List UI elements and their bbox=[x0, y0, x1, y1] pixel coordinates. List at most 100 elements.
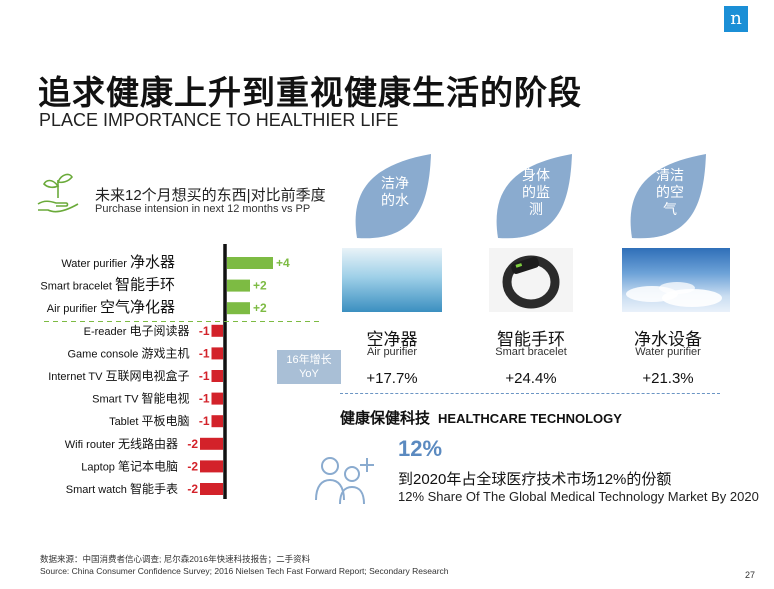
water-drop-shape bbox=[630, 154, 706, 239]
product-name-en: Smart bracelet bbox=[495, 346, 567, 358]
people-group-icon bbox=[315, 457, 374, 505]
category-label-en: Smart watch bbox=[66, 484, 130, 496]
bar-value-label: -2 bbox=[187, 482, 198, 496]
product-yoy-value: +21.3% bbox=[642, 370, 694, 387]
drop-text-line: 气 bbox=[663, 201, 677, 217]
bar-value-label: -2 bbox=[187, 437, 198, 451]
drop-text-line: 清洁 bbox=[656, 167, 684, 183]
bar-value-label: -1 bbox=[199, 369, 210, 383]
drop-text-line: 的水 bbox=[381, 192, 409, 208]
product-yoy-value: +17.7% bbox=[366, 370, 418, 387]
category-label-en: Game console bbox=[68, 348, 142, 360]
category-label-cn: 无线路由器 bbox=[118, 436, 178, 451]
blue-sky-photo bbox=[622, 248, 730, 312]
product-name-cn: 空净器 bbox=[366, 330, 418, 349]
product-name-en: Water purifier bbox=[635, 346, 701, 358]
bar bbox=[227, 279, 250, 292]
bar-value-label: -2 bbox=[187, 459, 198, 473]
category-label: Tablet 平板电脑 bbox=[109, 414, 189, 428]
category-label: Smart TV 智能电视 bbox=[92, 391, 189, 406]
drop-text: 洁净的水 bbox=[381, 175, 409, 208]
category-label-cn: 笔记本电脑 bbox=[118, 458, 178, 473]
page-subtitle: PLACE IMPORTANCE TO HEALTHIER LIFE bbox=[39, 110, 399, 130]
bar-value-label: -1 bbox=[199, 324, 210, 338]
bar bbox=[200, 460, 223, 473]
water-drop-shape bbox=[355, 154, 431, 239]
market-share-text-en: 12% Share Of The Global Medical Technolo… bbox=[398, 489, 759, 504]
category-label-en: Smart bracelet bbox=[40, 281, 115, 293]
bar-value-label: +4 bbox=[276, 256, 290, 270]
bar-value-label: +2 bbox=[253, 279, 267, 293]
category-label-cn: 平板电脑 bbox=[141, 414, 189, 428]
yoy-label-box: 16年增长 YoY bbox=[277, 350, 341, 384]
drop-text-line: 测 bbox=[529, 201, 543, 217]
healthcare-title-en: HEALTHCARE TECHNOLOGY bbox=[438, 411, 622, 426]
category-label-cn: 智能手环 bbox=[115, 276, 175, 294]
category-label-en: Wifi router bbox=[65, 439, 118, 451]
category-label-en: Internet TV bbox=[48, 371, 105, 383]
section-divider bbox=[340, 393, 720, 394]
category-label: Smart watch 智能手表 bbox=[66, 481, 178, 496]
market-share-percent: 12% bbox=[398, 436, 443, 461]
product-name-en: Air purifier bbox=[366, 346, 418, 358]
bar bbox=[211, 370, 223, 382]
category-label-cn: 互联网电视盒子 bbox=[105, 368, 189, 383]
source-note-cn: 数据来源：中国消费者信心调查; 尼尔森2016年快速科技报告；二手资料 bbox=[40, 554, 311, 564]
category-label: Laptop 笔记本电脑 bbox=[81, 458, 178, 473]
category-label-cn: 电子阅读器 bbox=[129, 324, 189, 338]
bar bbox=[211, 392, 223, 405]
nielsen-logo: n bbox=[724, 6, 748, 32]
category-label-en: Laptop bbox=[81, 461, 118, 473]
category-label: Internet TV 互联网电视盒子 bbox=[48, 368, 189, 383]
category-label: E-reader 电子阅读器 bbox=[84, 324, 190, 338]
drop-text-line: 的空 bbox=[656, 184, 684, 200]
category-label: Game console 游戏主机 bbox=[68, 346, 190, 360]
category-label-cn: 净水器 bbox=[130, 254, 175, 271]
healthcare-title-cn: 健康保健科技 bbox=[340, 410, 431, 427]
category-label-en: Smart TV bbox=[92, 394, 141, 406]
water-drop-shape bbox=[496, 154, 572, 239]
category-label-cn: 空气净化器 bbox=[100, 299, 175, 316]
category-label-en: Air purifier bbox=[47, 303, 100, 315]
drop-text-line: 的监 bbox=[522, 184, 550, 200]
product-name-cn: 净水设备 bbox=[634, 330, 702, 349]
page-title: 追求健康上升到重视健康生活的阶段 bbox=[38, 74, 582, 111]
chart-legend-cn: 未来12个月想买的东西|对比前季度 bbox=[95, 187, 326, 204]
bar bbox=[227, 257, 273, 269]
product-yoy-value: +24.4% bbox=[505, 370, 557, 387]
bar-value-label: -1 bbox=[199, 392, 210, 406]
market-share-text-cn: 到2020年占全球医疗技术市场12%的份额 bbox=[398, 471, 672, 488]
purchase-intention-bar-chart: +4 Water purifier 净水器 +2 Smart bracelet 智能手… bbox=[40, 244, 322, 499]
bar-value-label: +2 bbox=[253, 301, 267, 315]
category-label-en: E-reader bbox=[84, 326, 130, 338]
yoy-label-cn: 16年增长 bbox=[286, 354, 332, 366]
bar bbox=[227, 302, 250, 315]
smart-bracelet-photo bbox=[489, 248, 573, 312]
page-number: 27 bbox=[745, 570, 756, 580]
drop-text: 身体的监测 bbox=[522, 167, 550, 217]
bar bbox=[211, 324, 223, 337]
theme-drops: 洁净的水 身体的监测 清洁的空气 bbox=[355, 154, 706, 239]
category-label: Wifi router 无线路由器 bbox=[65, 436, 178, 451]
water-splash-photo bbox=[342, 248, 442, 312]
bar-value-label: -1 bbox=[199, 414, 210, 428]
category-label: Water purifier 净水器 bbox=[61, 254, 175, 271]
category-label-en: Tablet bbox=[109, 416, 141, 428]
bar bbox=[211, 415, 223, 428]
source-note-en: Source: China Consumer Confidence Survey… bbox=[40, 566, 449, 576]
category-label-cn: 游戏主机 bbox=[141, 346, 189, 360]
product-name-cn: 智能手环 bbox=[497, 330, 565, 349]
category-label-en: Water purifier bbox=[61, 258, 130, 270]
bar bbox=[200, 437, 223, 450]
category-label-cn: 智能手表 bbox=[130, 481, 178, 496]
healthcare-section-title: 健康保健科技 HEALTHCARE TECHNOLOGY bbox=[340, 407, 622, 428]
drop-text-line: 身体 bbox=[522, 167, 550, 183]
yoy-label-en: YoY bbox=[299, 368, 319, 380]
category-label: Smart bracelet 智能手环 bbox=[40, 276, 175, 294]
hand-sprout-icon bbox=[37, 173, 79, 213]
bar-value-label: -1 bbox=[199, 346, 210, 360]
category-label: Air purifier 空气净化器 bbox=[47, 299, 175, 316]
category-label-cn: 智能电视 bbox=[141, 391, 189, 406]
drop-text-line: 洁净 bbox=[381, 175, 409, 191]
bar bbox=[211, 347, 223, 360]
